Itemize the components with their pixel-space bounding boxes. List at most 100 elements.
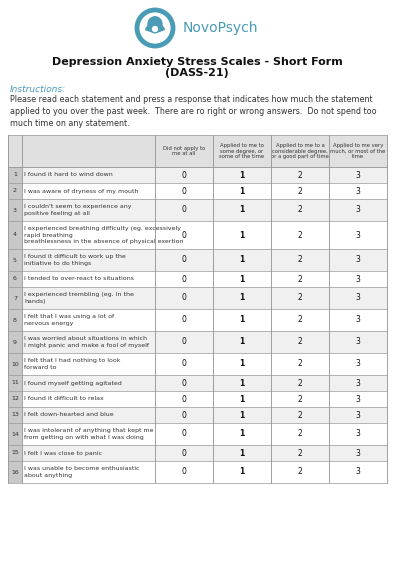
Text: Applied to me to a
considerable degree,
or a good part of time: Applied to me to a considerable degree, … (271, 142, 329, 159)
Bar (8, 221, 387, 249)
Text: 2: 2 (297, 337, 302, 347)
Bar (8, 423, 387, 445)
Text: I couldn't seem to experience any
positive feeling at all: I couldn't seem to experience any positi… (24, 205, 132, 215)
Bar (8, 445, 387, 461)
Text: 0: 0 (182, 230, 186, 239)
Text: 0: 0 (182, 337, 186, 347)
Bar (8, 391, 387, 407)
Text: 0: 0 (182, 255, 186, 264)
Text: 3: 3 (355, 294, 361, 303)
Text: I was unable to become enthusiastic
about anything: I was unable to become enthusiastic abou… (24, 466, 139, 478)
Text: I tended to over-react to situations: I tended to over-react to situations (24, 276, 134, 282)
Text: 3: 3 (355, 255, 361, 264)
Bar (8, 271, 387, 287)
Bar (8, 353, 22, 375)
Text: I felt I was close to panic: I felt I was close to panic (24, 450, 102, 455)
Text: I felt down-hearted and blue: I felt down-hearted and blue (24, 413, 113, 417)
Text: 3: 3 (355, 337, 361, 347)
Circle shape (141, 14, 169, 43)
Text: 0: 0 (182, 186, 186, 196)
Text: 0: 0 (182, 360, 186, 368)
Text: 1: 1 (240, 316, 245, 324)
Text: I found it difficult to work up the
initiative to do things: I found it difficult to work up the init… (24, 254, 126, 266)
Text: 1: 1 (240, 449, 245, 458)
Text: 1: 1 (240, 337, 245, 347)
Text: 1: 1 (240, 294, 245, 303)
Text: 8: 8 (13, 317, 17, 323)
Bar (8, 199, 22, 221)
Bar (8, 407, 387, 423)
Text: 3: 3 (355, 206, 361, 214)
Text: Instructions:: Instructions: (10, 85, 66, 94)
Text: 0: 0 (182, 378, 186, 388)
Bar (8, 167, 387, 183)
Text: 15: 15 (11, 450, 19, 455)
Text: 2: 2 (297, 410, 302, 420)
Bar (8, 445, 22, 461)
Text: 3: 3 (355, 410, 361, 420)
Text: 2: 2 (297, 467, 302, 477)
Text: 1: 1 (240, 206, 245, 214)
Bar (8, 391, 22, 407)
Text: I experienced breathing difficulty (eg. excessively
rapid breathing
breathlessne: I experienced breathing difficulty (eg. … (24, 226, 184, 244)
Text: 1: 1 (240, 378, 245, 388)
Bar (8, 461, 22, 483)
Text: 4: 4 (13, 233, 17, 238)
Text: 0: 0 (182, 275, 186, 283)
Text: 2: 2 (297, 360, 302, 368)
Text: 1: 1 (240, 360, 245, 368)
Text: I found it difficult to relax: I found it difficult to relax (24, 397, 104, 401)
Text: Depression Anxiety Stress Scales - Short Form: Depression Anxiety Stress Scales - Short… (52, 57, 342, 67)
Bar (8, 287, 387, 309)
Bar (8, 309, 387, 331)
Text: Please read each statement and press a response that indicates how much the stat: Please read each statement and press a r… (10, 95, 377, 128)
Text: 12: 12 (11, 397, 19, 401)
Text: 2: 2 (297, 294, 302, 303)
Bar (8, 221, 22, 249)
Text: 3: 3 (355, 360, 361, 368)
Text: 0: 0 (182, 206, 186, 214)
Text: 2: 2 (297, 449, 302, 458)
Text: I found it hard to wind down: I found it hard to wind down (24, 173, 113, 177)
Text: I found myself getting agitated: I found myself getting agitated (24, 381, 122, 385)
Text: 3: 3 (355, 449, 361, 458)
Text: I experienced trembling (eg. In the
hands): I experienced trembling (eg. In the hand… (24, 292, 134, 304)
Text: 0: 0 (182, 430, 186, 438)
Text: 3: 3 (355, 230, 361, 239)
Wedge shape (147, 23, 163, 32)
Bar (8, 271, 22, 287)
Bar (8, 353, 387, 375)
Text: 2: 2 (297, 255, 302, 264)
Circle shape (148, 17, 162, 31)
Text: 0: 0 (182, 316, 186, 324)
Text: 2: 2 (297, 316, 302, 324)
Text: 3: 3 (13, 207, 17, 213)
Bar (8, 331, 387, 353)
Text: 2: 2 (297, 275, 302, 283)
Bar (8, 183, 387, 199)
Text: 3: 3 (355, 394, 361, 404)
Bar (8, 375, 22, 391)
Text: 1: 1 (240, 394, 245, 404)
Bar (8, 183, 22, 199)
Text: I was intolerant of anything that kept me
from getting on with what I was doing: I was intolerant of anything that kept m… (24, 429, 154, 439)
Text: 1: 1 (240, 170, 245, 180)
Text: 3: 3 (355, 430, 361, 438)
Text: 2: 2 (297, 378, 302, 388)
Text: 5: 5 (13, 258, 17, 263)
Text: Applied to me to
some degree, or
some of the time: Applied to me to some degree, or some of… (219, 142, 264, 159)
Text: 7: 7 (13, 295, 17, 300)
Text: 3: 3 (355, 170, 361, 180)
Text: 14: 14 (11, 431, 19, 437)
Text: 2: 2 (297, 230, 302, 239)
Text: 1: 1 (240, 275, 245, 283)
Circle shape (149, 17, 161, 29)
Circle shape (139, 12, 171, 44)
Text: 1: 1 (240, 430, 245, 438)
Text: 1: 1 (240, 186, 245, 196)
Text: 1: 1 (240, 255, 245, 264)
Text: 1: 1 (13, 173, 17, 177)
Text: 0: 0 (182, 294, 186, 303)
Text: 13: 13 (11, 413, 19, 417)
Text: 10: 10 (11, 361, 19, 367)
